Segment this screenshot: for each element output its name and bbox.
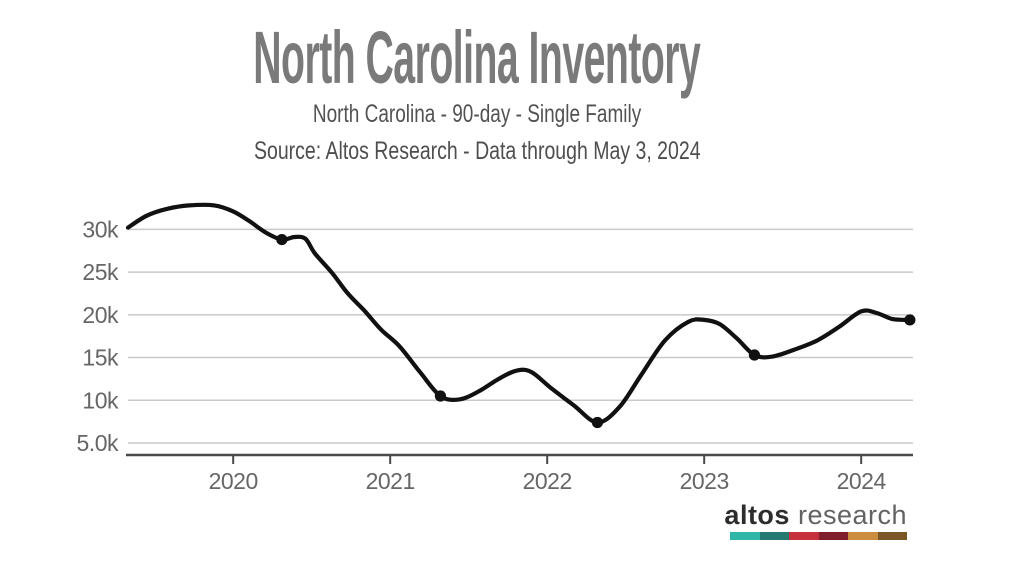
data-point-marker	[434, 390, 447, 402]
logo-bar-segment	[730, 532, 760, 540]
x-tick-label: 2022	[523, 468, 572, 494]
page-title: North Carolina Inventory	[253, 16, 701, 99]
altos-research-logo: altos research	[724, 501, 907, 540]
chart-subtitle: North Carolina - 90-day - Single Family	[312, 100, 642, 128]
logo-bar-segment	[877, 532, 907, 540]
y-tick-label: 20k	[82, 302, 119, 328]
logo-bar-segment	[759, 532, 789, 540]
y-tick-label: 25k	[82, 259, 119, 285]
x-tick-label: 2023	[680, 468, 729, 494]
y-tick-label: 10k	[82, 387, 119, 413]
logo-wordmark-research: research	[797, 500, 907, 530]
logo-bar-segment	[818, 532, 848, 540]
x-tick-label: 2021	[366, 468, 415, 494]
logo-bar-segment	[848, 532, 878, 540]
y-tick-label: 15k	[82, 345, 119, 371]
logo-color-bar	[730, 532, 907, 540]
logo-wordmark-altos: altos	[724, 500, 790, 530]
y-tick-label: 30k	[82, 216, 119, 242]
inventory-line	[125, 202, 912, 425]
x-tick-label: 2020	[209, 468, 258, 494]
chart-source: Source: Altos Research - Data through Ma…	[253, 137, 701, 165]
data-point-marker	[904, 314, 916, 326]
data-point-marker	[591, 416, 604, 429]
logo-bar-segment	[789, 532, 819, 540]
chart-header: North Carolina Inventory North Carolina …	[0, 16, 954, 165]
x-tick-label: 2024	[837, 468, 887, 494]
logo-text: altos research	[724, 501, 907, 529]
data-point-marker	[276, 233, 288, 246]
data-point-marker	[748, 349, 761, 361]
y-tick-label: 5.0k	[77, 430, 119, 456]
